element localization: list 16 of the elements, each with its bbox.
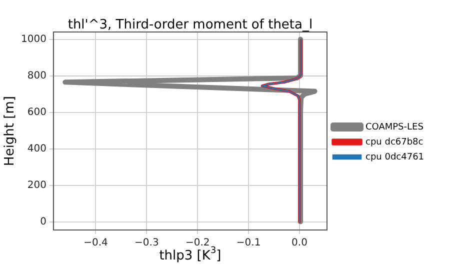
chart-title: thl'^3, Third-order moment of theta_l	[68, 17, 313, 32]
legend-label: cpu dc67b8c	[366, 137, 424, 148]
y-tick-label: 1000	[20, 34, 46, 45]
legend-label: COAMPS-LES	[366, 122, 424, 132]
y-axis-title: Height [m]	[2, 96, 18, 166]
legend-label: cpu 0dc4761	[366, 152, 424, 162]
x-tick-label: −0.3	[134, 238, 159, 249]
y-tick-label: 200	[27, 180, 46, 191]
x-tick-label: −0.4	[84, 238, 108, 249]
y-tick-label: 0	[40, 216, 46, 228]
y-tick-label: 400	[27, 143, 46, 154]
x-tick-label: −0.2	[185, 238, 210, 249]
x-tick-label: −0.1	[236, 238, 261, 249]
x-tick-label: 0.0	[292, 238, 308, 249]
y-tick-label: 600	[27, 106, 46, 118]
y-tick-label: 800	[27, 70, 46, 82]
